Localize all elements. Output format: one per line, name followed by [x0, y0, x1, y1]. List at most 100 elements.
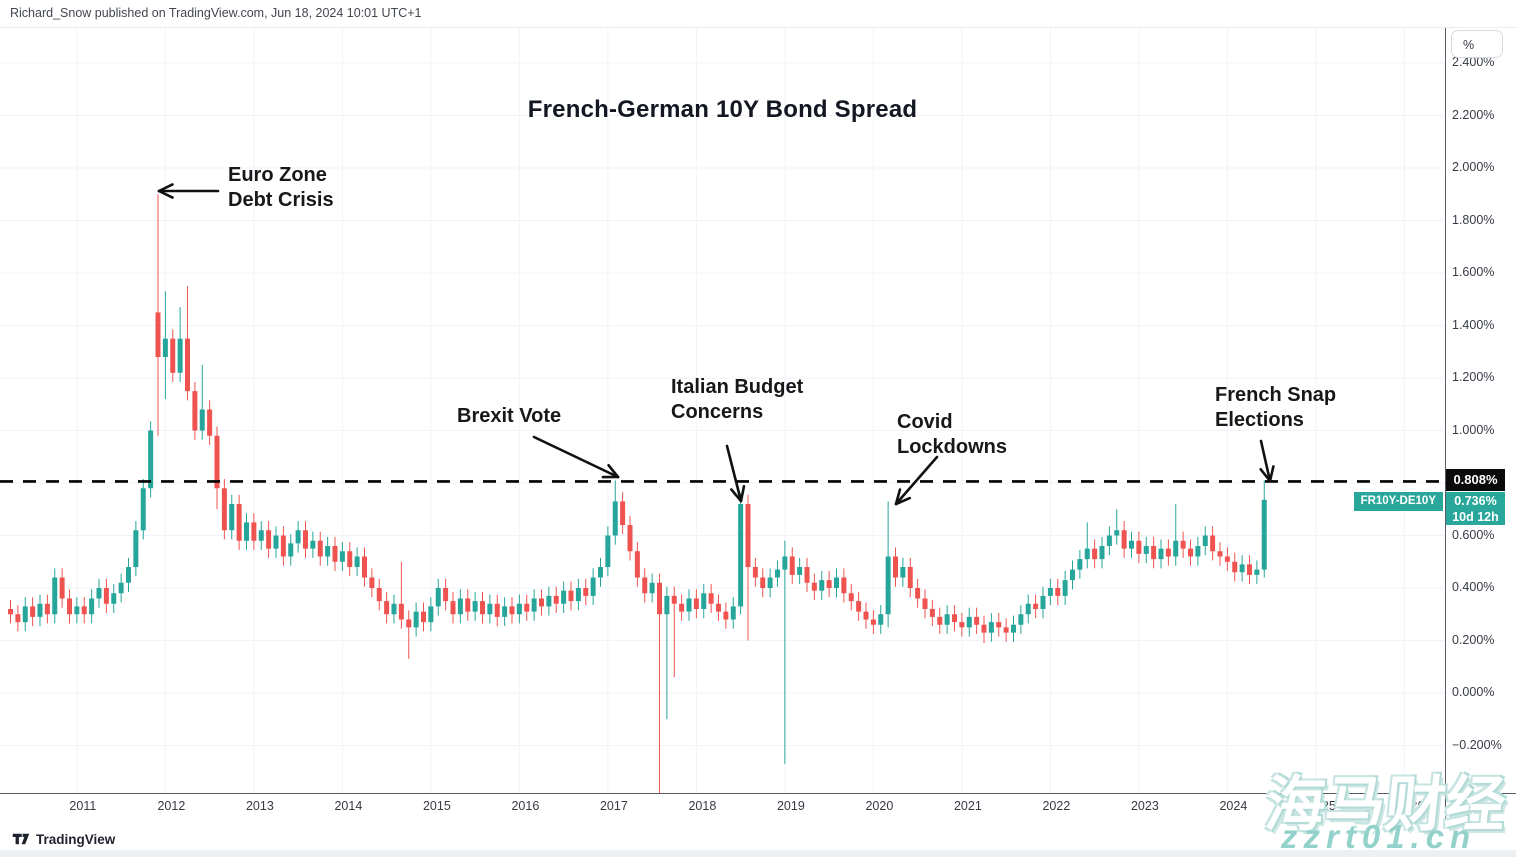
candle — [797, 567, 803, 575]
publish-header: Richard_Snow published on TradingView.co… — [0, 0, 1516, 28]
time-tick-label: 2026 — [1396, 799, 1425, 813]
candle — [1188, 548, 1193, 557]
time-tick-label: 2015 — [422, 799, 451, 813]
candle — [915, 588, 921, 599]
candle — [280, 535, 286, 557]
candle — [752, 567, 758, 578]
arrow-head — [1259, 467, 1272, 483]
candle — [325, 546, 331, 557]
candle — [155, 312, 161, 357]
annotation-line: French Snap — [1215, 384, 1337, 406]
candle — [760, 577, 766, 588]
candle — [1106, 535, 1112, 546]
candle — [1077, 559, 1083, 570]
candle — [67, 598, 72, 615]
annotation-line: Italian Budget — [671, 376, 804, 398]
candle — [1047, 588, 1053, 596]
time-tick-label: 2016 — [511, 799, 540, 813]
candle — [841, 577, 847, 594]
candle — [465, 598, 471, 612]
candle — [251, 522, 257, 541]
candle — [598, 567, 603, 578]
candle — [944, 614, 950, 625]
candle — [811, 582, 817, 591]
candle — [310, 540, 316, 549]
candle — [686, 598, 692, 612]
candle — [974, 616, 980, 625]
arrow-head — [739, 485, 746, 503]
annotation-covid-lockdowns: Covid Lockdowns — [897, 410, 1007, 460]
candle — [870, 619, 876, 625]
percent-unit-button[interactable]: % — [1451, 30, 1503, 58]
candle — [907, 567, 913, 588]
candle — [229, 504, 235, 531]
candle — [1239, 564, 1245, 573]
tradingview-logo[interactable]: TradingView — [12, 831, 115, 847]
candle — [679, 603, 685, 612]
candle — [708, 593, 714, 604]
arrow-line — [1259, 439, 1272, 483]
candle — [244, 522, 249, 541]
annotation-line: Covid — [897, 411, 953, 433]
candle — [900, 567, 906, 578]
price-tick-label: 2.000% — [1452, 160, 1495, 174]
candle — [1136, 540, 1142, 554]
candle — [111, 593, 117, 604]
annotation-italian-budget-concerns: Italian Budget Concerns — [671, 375, 803, 425]
candle — [140, 488, 146, 531]
annotation-line: Lockdowns — [897, 436, 1008, 458]
threshold-price-label: 0.808% — [1446, 469, 1505, 491]
candle — [649, 582, 655, 594]
candle — [657, 582, 662, 615]
arrow-head — [607, 464, 620, 479]
candle — [959, 622, 965, 628]
candle — [303, 530, 308, 549]
annotation-brexit-vote: Brexit Vote — [457, 404, 561, 429]
candle — [81, 606, 87, 615]
candle — [148, 430, 154, 489]
publish-byline: Richard_Snow published on TradingView.co… — [10, 6, 422, 20]
candle — [44, 603, 50, 615]
candle — [789, 556, 795, 575]
candle — [716, 603, 721, 612]
chart-title: French-German 10Y Bond Spread — [527, 96, 918, 123]
candle — [1232, 561, 1238, 573]
candle — [494, 603, 500, 617]
price-tick-label: 2.400% — [1452, 55, 1495, 69]
candle — [634, 551, 640, 578]
candle — [199, 409, 205, 431]
time-tick-label: 2024 — [1219, 799, 1248, 813]
price-tick-label: 0.000% — [1452, 685, 1495, 699]
arrow-head — [894, 496, 912, 506]
candle — [118, 582, 124, 594]
candle — [192, 391, 198, 431]
price-tick-label: 1.400% — [1452, 317, 1495, 332]
candle — [937, 616, 943, 625]
candle — [428, 606, 434, 623]
candle — [568, 590, 574, 602]
annotation-french-snap-elections: French Snap Elections — [1215, 383, 1336, 433]
candle — [185, 338, 190, 392]
candle — [1173, 540, 1179, 557]
tradingview-logo-icon — [12, 833, 30, 845]
annotation-line: Brexit Vote — [457, 405, 562, 427]
candle — [133, 530, 139, 567]
price-tick-label: 2.200% — [1452, 107, 1495, 122]
arrow-head — [157, 189, 174, 199]
candle — [1217, 551, 1223, 557]
candle — [1121, 530, 1127, 549]
candle — [406, 619, 412, 628]
candle — [89, 598, 95, 615]
candle — [516, 603, 522, 615]
candle — [376, 588, 382, 602]
candle — [561, 590, 567, 604]
candle — [693, 598, 699, 609]
candle — [723, 611, 729, 620]
candle — [1011, 624, 1016, 633]
annotation-arrows — [157, 183, 1275, 506]
candle — [339, 551, 345, 562]
price-axis-border — [1445, 28, 1446, 823]
candle — [273, 535, 279, 549]
